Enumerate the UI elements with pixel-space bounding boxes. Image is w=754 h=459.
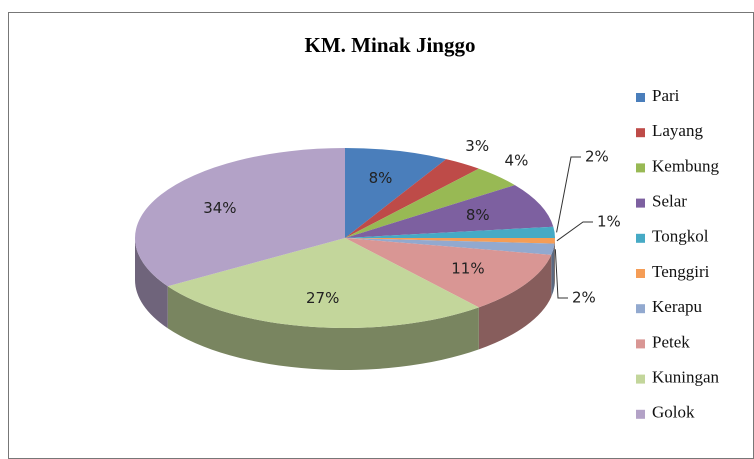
pie-slice [134,148,345,287]
leader-line [554,249,568,299]
pie-slice [167,238,479,328]
legend-swatch [636,339,645,349]
data-label: 3% [465,137,489,155]
legend-label: Selar [652,192,687,211]
data-label: 8% [369,169,393,187]
legend-swatch [636,163,645,173]
data-label: 4% [505,151,529,169]
legend-swatch [636,233,645,243]
legend-swatch [636,304,645,314]
legend-label: Kuningan [652,368,720,387]
legend-swatch [636,198,645,208]
pie-slice [345,168,515,238]
pie-side [135,238,168,329]
pie-slice [345,185,554,238]
data-label: 27% [306,289,339,307]
pie-slice [345,148,447,238]
pie-side [478,254,552,350]
pie-slice [345,238,555,255]
data-label: 11% [451,260,484,278]
data-label: 8% [466,206,490,224]
data-label: 34% [203,199,236,217]
pie-slice [345,238,555,244]
legend-label: Kerapu [652,297,703,316]
legend-label: Tenggiri [652,262,710,281]
leader-line [556,156,581,233]
legend-swatch [636,374,645,384]
pie-slice [345,238,552,308]
legend-label: Pari [652,86,680,105]
chart-title: KM. Minak Jinggo [305,33,476,57]
pie-slice [345,159,479,238]
data-label: 2% [572,289,596,307]
legend-swatch [636,93,645,102]
legend-swatch [636,269,645,278]
data-label: 2% [585,148,609,166]
legend-swatch [636,409,645,419]
legend-label: Kembung [652,156,720,175]
pie-side [167,286,479,371]
legend-label: Tongkol [652,227,709,246]
legend-label: Golok [652,403,695,422]
data-label: 1% [597,213,621,231]
pie-slice [345,226,555,238]
legend-swatch [636,128,645,138]
legend-label: Layang [652,121,703,140]
legend-label: Petek [652,332,690,351]
leader-line [556,221,593,242]
pie-side [551,243,555,297]
